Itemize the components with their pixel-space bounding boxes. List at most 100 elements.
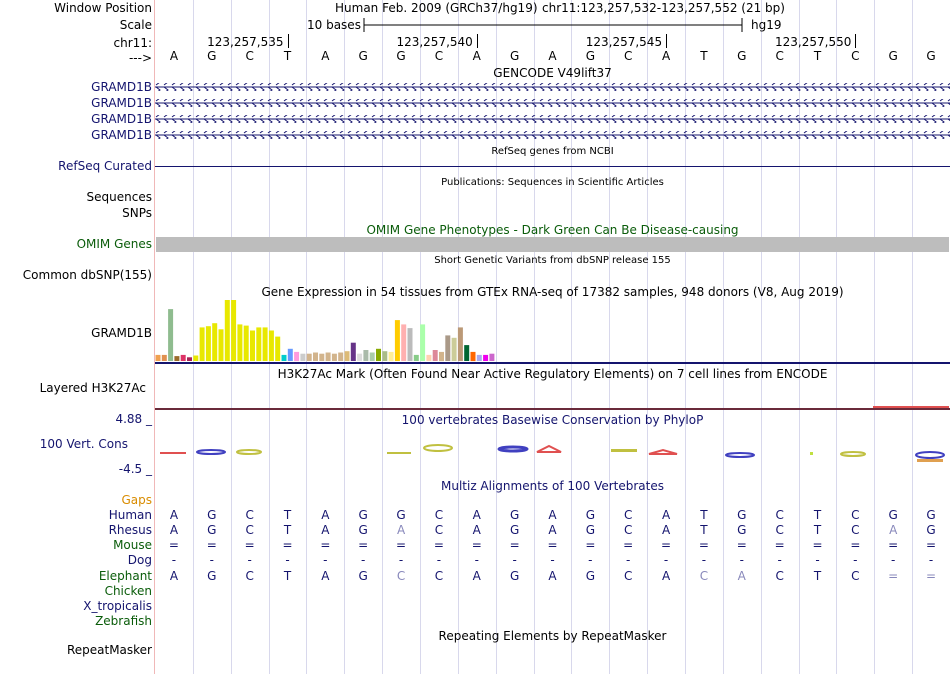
gtex-tissue-bar[interactable] [294,351,300,362]
publications-track-title: Publications: Sequences in Scientific Ar… [441,177,664,188]
phylop-track-label[interactable]: 100 Vert. Cons [39,437,128,451]
gtex-tissue-bar[interactable] [168,309,174,361]
gtex-tissue-bar[interactable] [388,351,394,362]
publications-snps-label[interactable]: SNPs [122,206,152,220]
gtex-tissue-bar[interactable] [420,324,426,361]
gene-model[interactable] [155,131,950,139]
gene-model[interactable] [155,83,950,91]
alignment-base: - [436,553,442,568]
publications-sequences-label[interactable]: Sequences [86,190,152,204]
species-label-human[interactable]: Human [108,508,152,523]
alignment-base: = [623,538,634,553]
alignment-base: = [926,568,937,583]
gtex-tissue-bar[interactable] [231,300,237,361]
gtex-tissue-bar[interactable] [413,354,419,361]
species-label-dog[interactable]: Dog [127,553,152,568]
gtex-tissue-bar[interactable] [161,354,167,361]
dbsnp-track-label[interactable]: Common dbSNP(155) [22,268,152,282]
alignment-base: C [775,568,784,583]
alignment-base: T [813,568,822,583]
gtex-tissue-bar[interactable] [174,356,180,361]
gtex-tissue-bar[interactable] [243,325,249,361]
gtex-tissue-bar[interactable] [262,327,268,361]
species-label-mouse[interactable]: Mouse [113,538,152,553]
gtex-tissue-bar[interactable] [180,354,186,361]
gtex-tissue-bar[interactable] [306,353,312,361]
gtex-tissue-bar[interactable] [155,354,161,361]
refseq-track-label[interactable]: RefSeq Curated [58,159,152,173]
gtex-tissue-bar[interactable] [331,353,337,361]
gencode-gene-label[interactable]: GRAMD1B [91,112,152,126]
gtex-tissue-bar[interactable] [325,352,331,362]
gtex-tissue-bar[interactable] [344,351,350,361]
gencode-gene-label[interactable]: GRAMD1B [91,96,152,110]
gtex-tissue-bar[interactable] [357,353,363,361]
species-label-chicken[interactable]: Chicken [104,583,152,598]
gtex-tissue-bar[interactable] [281,354,287,361]
refseq-gene-line[interactable] [155,166,950,167]
base-letter: A [169,49,179,63]
gtex-tissue-bar[interactable] [287,348,293,361]
gencode-gene-models[interactable] [155,78,950,142]
gtex-tissue-bar[interactable] [464,345,470,361]
species-label-gaps[interactable]: Gaps [121,493,152,507]
gtex-tissue-bar[interactable] [205,326,211,361]
gtex-tissue-bar[interactable] [457,327,463,361]
gtex-tissue-bar[interactable] [212,323,218,361]
gtex-tissue-bar[interactable] [319,353,325,361]
gtex-tissue-bar[interactable] [451,337,457,361]
gene-model[interactable] [155,115,950,123]
window-position-text[interactable]: chr11:123,257,532-123,257,552 (21 bp) [542,1,785,15]
repeatmasker-track-label[interactable]: RepeatMasker [66,643,152,657]
gtex-tissue-bar[interactable] [218,329,224,361]
gtex-tissue-bar[interactable] [268,330,274,362]
gtex-tissue-bar[interactable] [187,357,192,361]
gtex-tissue-bar[interactable] [250,330,255,362]
alignment-base: = [888,568,899,583]
phylop-logo[interactable] [155,440,950,470]
base-letter: C [245,49,254,63]
gtex-tissue-bar[interactable] [432,350,438,361]
gtex-tissue-bar[interactable] [256,327,262,361]
gtex-tissue-bar[interactable] [376,348,381,361]
alignment-base: A [737,568,746,583]
gtex-tissue-bar[interactable] [224,300,230,361]
gtex-tissue-bar[interactable] [394,320,400,361]
gtex-tissue-bar[interactable] [382,351,388,361]
species-label-elephant[interactable]: Elephant [98,568,152,583]
gtex-tissue-bar[interactable] [313,352,318,362]
omim-phenotype-bar[interactable] [156,237,949,252]
gtex-tissue-bar[interactable] [199,327,205,361]
gtex-tissue-bar[interactable] [489,353,495,361]
gtex-tissue-bar[interactable] [350,342,356,361]
species-label-x_tropicalis[interactable]: X_tropicalis [83,598,152,613]
gtex-tissue-bar[interactable] [401,324,407,361]
gtex-tissue-bar[interactable] [407,328,413,361]
gtex-tissue-bar[interactable] [237,324,243,361]
gtex-gene-label[interactable]: GRAMD1B [91,326,152,340]
gtex-tissue-bar[interactable] [426,354,432,361]
alignment-base: C [624,508,633,523]
gtex-tissue-bar[interactable] [369,352,375,362]
gencode-gene-label[interactable]: GRAMD1B [91,80,152,94]
h3k27ac-track-label[interactable]: Layered H3K27Ac [39,381,146,395]
gtex-tissue-bar[interactable] [300,353,306,361]
gtex-tissue-bar[interactable] [275,336,281,361]
gtex-tissue-bar[interactable] [439,351,444,362]
species-label-rhesus[interactable]: Rhesus [108,523,152,538]
alignment-base: = [471,538,482,553]
gtex-tissue-bar[interactable] [470,351,476,362]
omim-track-label[interactable]: OMIM Genes [76,237,152,251]
gtex-tissue-bar[interactable] [193,355,199,362]
gtex-expression-bars[interactable] [155,300,555,362]
gtex-tissue-bar[interactable] [363,350,369,361]
gencode-gene-label[interactable]: GRAMD1B [91,128,152,142]
gene-model[interactable] [155,99,950,107]
gtex-tissue-bar[interactable] [483,354,489,361]
gtex-tissue-bar[interactable] [476,354,482,361]
gtex-tissue-bar[interactable] [338,352,344,362]
base-boundary-line [647,0,649,674]
gtex-tissue-bar[interactable] [445,335,451,361]
alignment-base: A [548,568,557,583]
species-label-zebrafish[interactable]: Zebrafish [95,613,152,628]
